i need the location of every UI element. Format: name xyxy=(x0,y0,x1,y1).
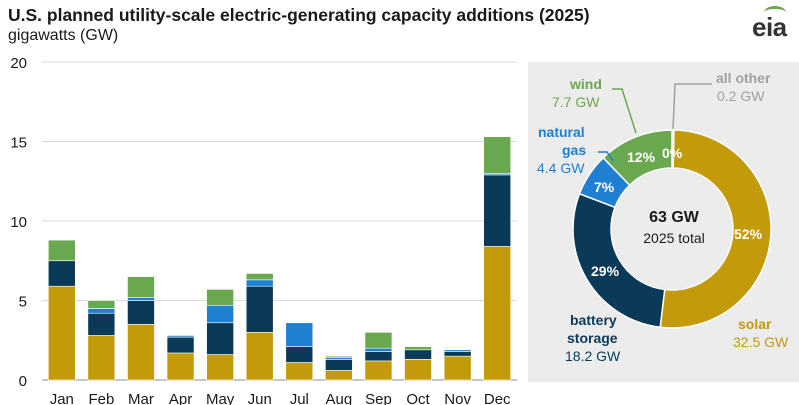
x-tick-label: Aug xyxy=(326,391,353,405)
all-other-pct: 0% xyxy=(662,145,683,161)
bar-segment-wind-mar xyxy=(127,276,155,298)
chart-title: U.S. planned utility-scale electric-gene… xyxy=(8,5,590,25)
x-tick-label: Feb xyxy=(88,391,114,405)
bar-segment-solar-feb xyxy=(87,335,116,381)
bar-segment-battery-storage-aug xyxy=(325,359,353,371)
x-tick-label: Apr xyxy=(169,391,192,405)
battery-storage-label-line2: storage xyxy=(567,330,618,346)
battery-storage-label-line1: battery xyxy=(570,312,617,328)
y-tick-label: 0 xyxy=(19,373,27,390)
battery-storage-value: 18.2 GW xyxy=(565,348,621,364)
bar-segment-battery-storage-jul xyxy=(285,346,314,363)
x-tick-label: Mar xyxy=(128,391,154,405)
bar-segment-solar-apr xyxy=(166,352,195,381)
bar-segment-battery-storage-oct xyxy=(404,349,432,360)
x-tick-label: Jul xyxy=(290,391,309,405)
x-tick-label: Jun xyxy=(248,391,272,405)
monthly-bar-chart: 0 5 10 15 20 Jan Feb Mar Apr May Jun Jul Aug Sep Oct No… xyxy=(10,55,517,405)
eia-logo: eia xyxy=(750,6,796,42)
bar-segment-wind-dec xyxy=(483,136,512,174)
bar-segment-wind-oct xyxy=(404,346,432,351)
x-tick-label: Dec xyxy=(484,391,511,405)
bar-segment-solar-jan xyxy=(47,285,76,381)
x-tick-label: May xyxy=(206,391,235,405)
wind-value: 7.7 GW xyxy=(552,94,600,110)
bar-segment-battery-storage-nov xyxy=(443,351,472,357)
bar-segment-battery-storage-sep xyxy=(364,351,393,362)
all-other-leader-line xyxy=(672,83,712,130)
annual-donut-chart xyxy=(572,83,772,329)
natural-gas-pct: 7% xyxy=(594,179,615,195)
wind-leader-line xyxy=(612,88,637,134)
bar-segment-battery-storage-jun xyxy=(245,285,274,333)
logo-arc-icon xyxy=(764,6,786,19)
natural-gas-label-line2: gas xyxy=(562,142,587,158)
bar-segment-battery-storage-may xyxy=(206,322,234,355)
bar-segment-solar-jun xyxy=(245,331,274,381)
bar-segment-wind-jun xyxy=(245,273,274,281)
natural-gas-value: 4.4 GW xyxy=(537,160,585,176)
x-tick-label: Jan xyxy=(50,391,74,405)
natural-gas-leader-line xyxy=(598,151,614,162)
bar-segment-solar-jul xyxy=(285,362,314,381)
donut-total-value: 63 GW xyxy=(649,209,699,226)
bar-segment-natural-gas-nov xyxy=(443,349,472,352)
bar-segment-battery-storage-jan xyxy=(47,260,76,287)
bar-segment-wind-may xyxy=(206,289,234,306)
bar-segment-natural-gas-jun xyxy=(245,279,274,287)
logo-text: eia xyxy=(752,12,787,42)
bar-segment-wind-aug xyxy=(325,355,353,359)
bar-segment-battery-storage-apr xyxy=(166,336,195,354)
bar-segment-solar-aug xyxy=(325,370,353,381)
donut-slice-wind xyxy=(602,129,673,187)
wind-label: wind xyxy=(570,76,602,92)
bar-segment-natural-gas-may xyxy=(206,304,234,324)
bar-segment-wind-feb xyxy=(87,300,116,309)
solar-label: solar xyxy=(738,316,772,332)
bar-segment-solar-oct xyxy=(404,359,432,381)
all-other-label: all other xyxy=(716,70,771,86)
bar-segment-natural-gas-apr xyxy=(166,335,195,338)
y-tick-label: 20 xyxy=(10,55,27,72)
y-tick-label: 15 xyxy=(10,135,27,152)
donut-slice-solar xyxy=(659,129,772,329)
bar-segment-solar-nov xyxy=(443,355,472,381)
bar-segment-solar-may xyxy=(206,354,234,381)
battery-storage-pct: 29% xyxy=(591,263,620,279)
all-other-value: 0.2 GW xyxy=(717,88,765,104)
solar-value: 32.5 GW xyxy=(733,334,789,350)
x-tick-label: Oct xyxy=(406,391,430,405)
bar-segment-battery-storage-dec xyxy=(483,174,512,247)
bar-segment-wind-jan xyxy=(47,239,76,262)
wind-pct: 12% xyxy=(627,149,656,165)
x-tick-label: Nov xyxy=(444,391,471,405)
bar-segment-solar-dec xyxy=(483,246,512,381)
bar-segment-natural-gas-sep xyxy=(364,347,393,352)
bar-segment-solar-sep xyxy=(364,360,393,381)
bar-segment-battery-storage-feb xyxy=(87,312,116,336)
natural-gas-label-line1: natural xyxy=(538,124,585,140)
y-tick-label: 10 xyxy=(10,214,27,231)
donut-hole xyxy=(611,168,733,290)
chart-subtitle: gigawatts (GW) xyxy=(8,27,119,44)
solar-pct: 52% xyxy=(734,226,763,242)
y-tick-label: 5 xyxy=(19,294,27,311)
bar-segment-solar-mar xyxy=(127,324,155,381)
bar-segment-natural-gas-feb xyxy=(87,308,116,314)
bar-segment-wind-sep xyxy=(364,331,393,349)
bar-segment-natural-gas-mar xyxy=(127,297,155,301)
donut-total-label: 2025 total xyxy=(643,230,705,246)
bar-segment-natural-gas-jul xyxy=(285,322,314,347)
bar-segment-battery-storage-mar xyxy=(127,300,155,325)
x-tick-label: Sep xyxy=(365,391,392,405)
